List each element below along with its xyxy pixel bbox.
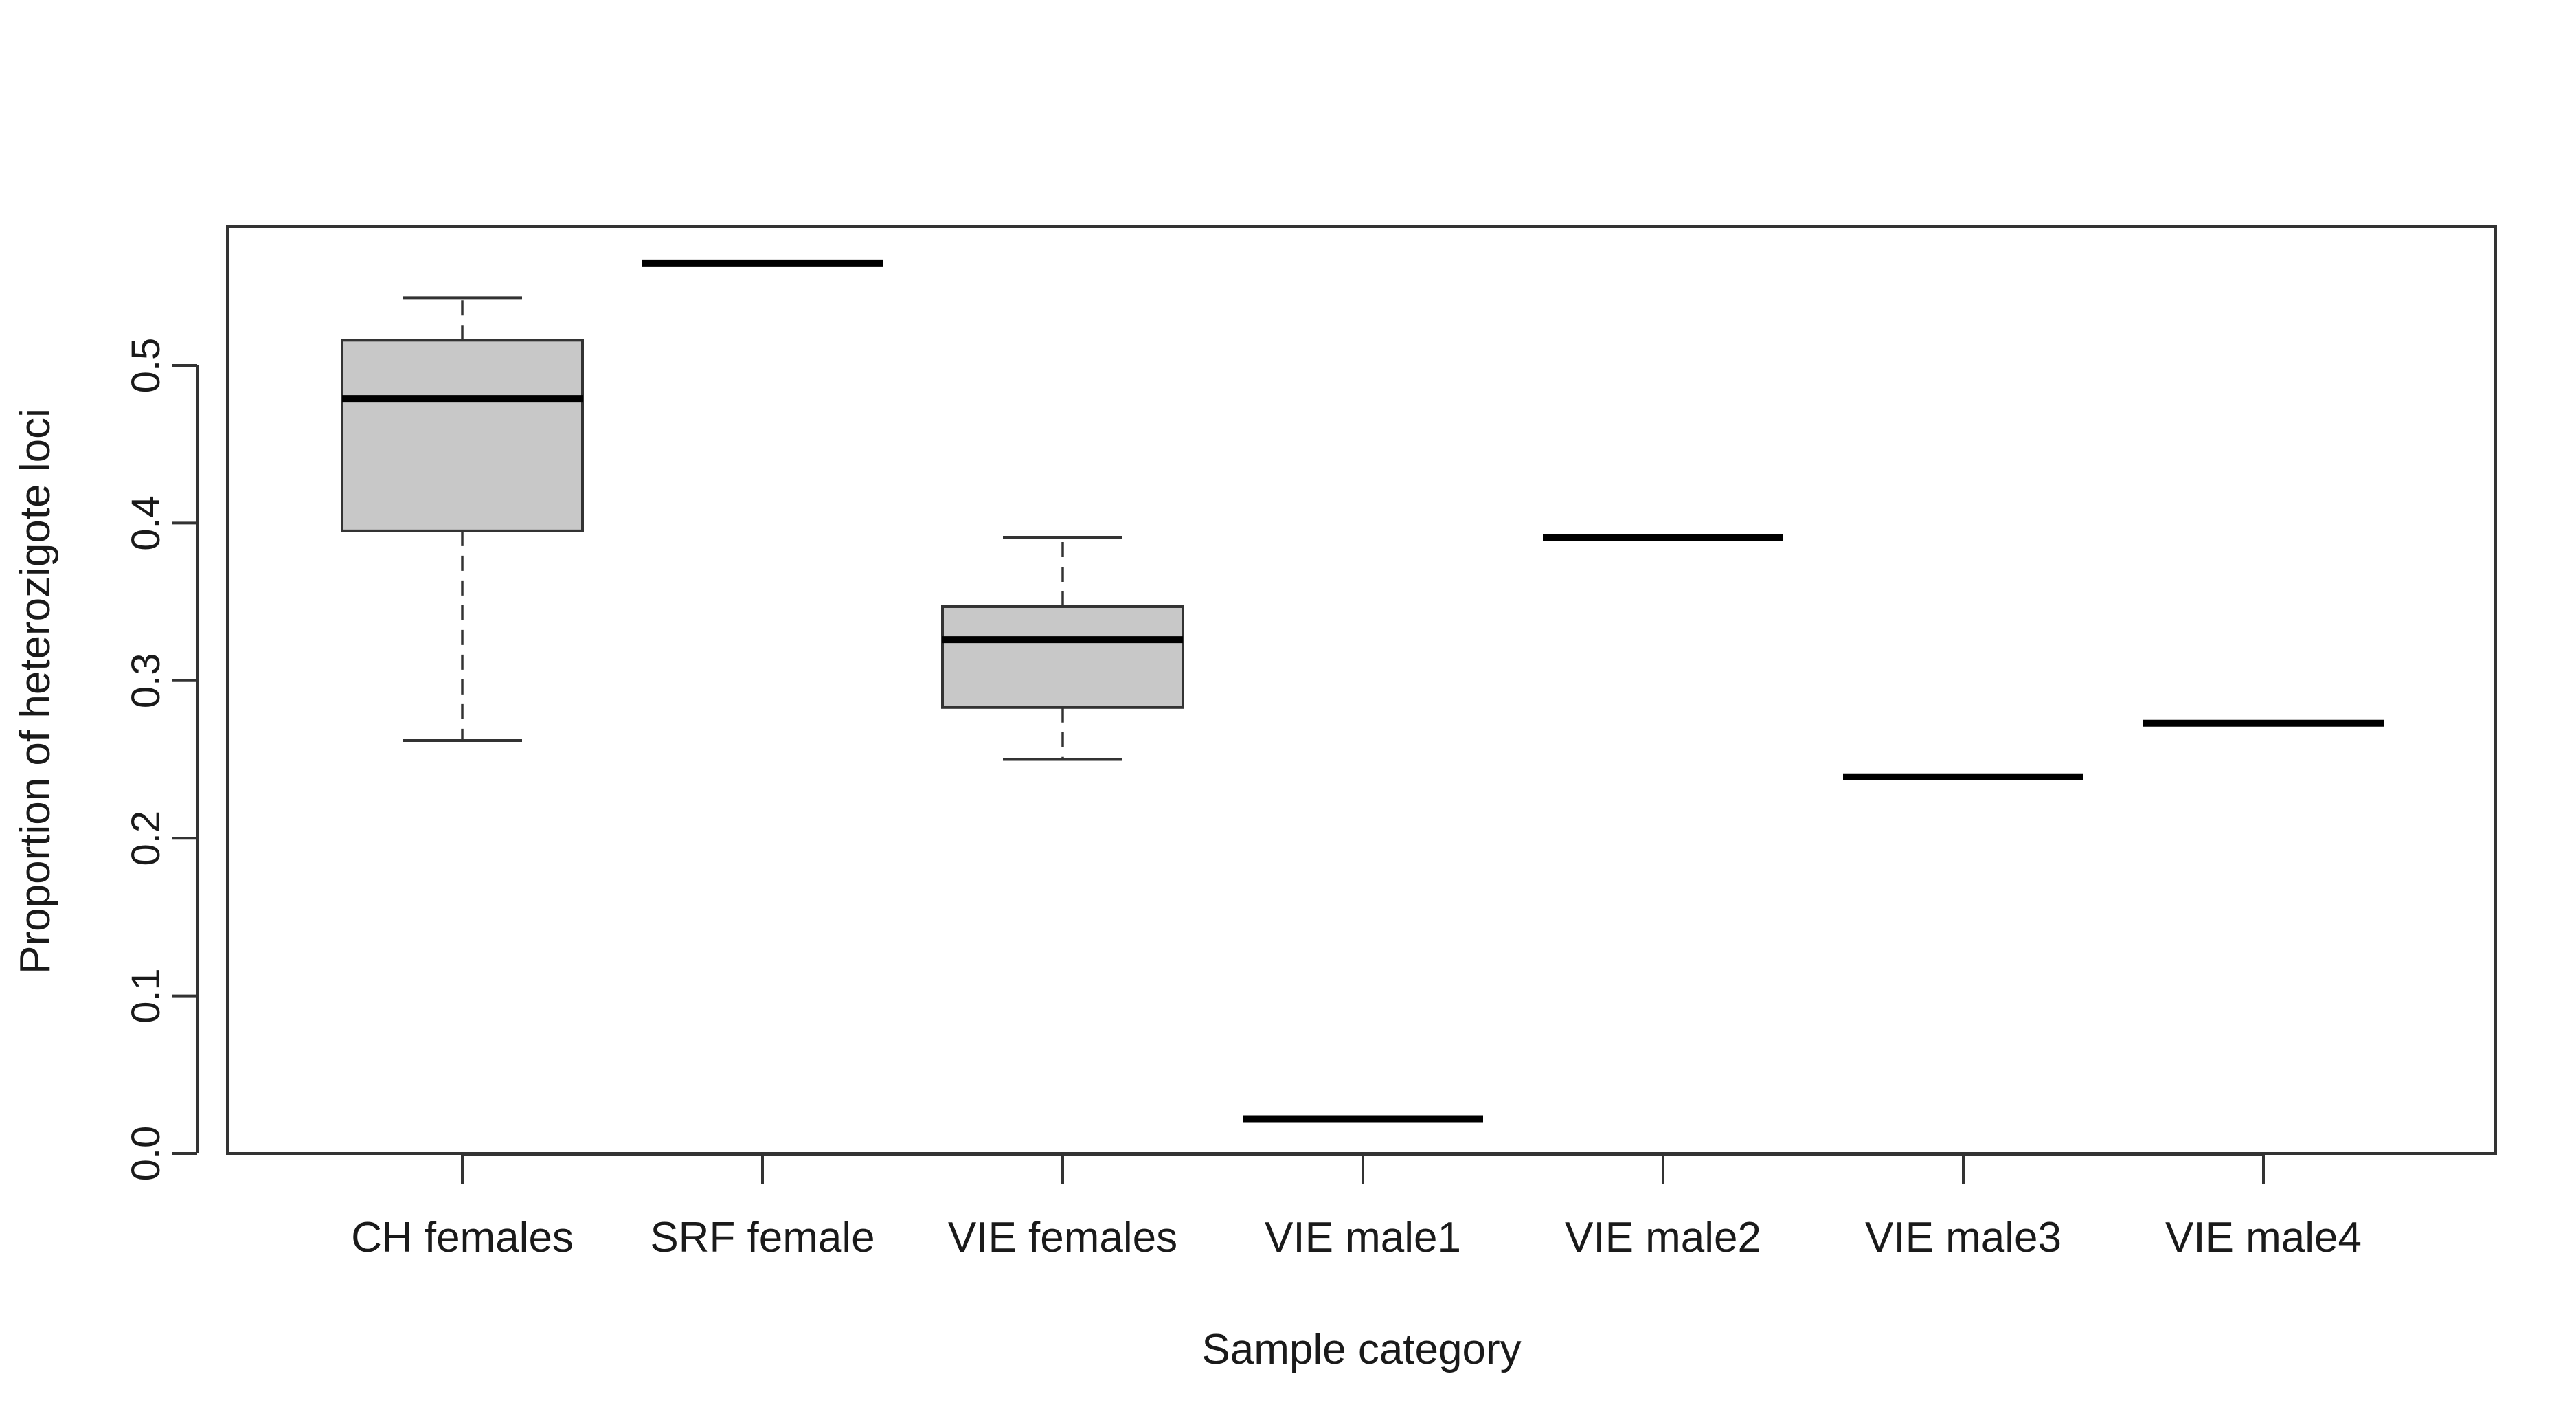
y-tick-label: 0.0 (124, 1126, 168, 1182)
box-plot (341, 296, 584, 742)
y-tick-label: 0.4 (124, 495, 168, 551)
x-tick-label: VIE male1 (1265, 1214, 1461, 1261)
y-tick-label: 0.2 (124, 811, 168, 866)
x-tick-label: CH females (351, 1214, 574, 1261)
iqr-box (941, 605, 1184, 709)
y-axis-label: Proportion of heterozigote loci (12, 408, 59, 974)
x-axis-label: Sample category (1201, 1326, 1521, 1373)
y-tick-label: 0.3 (124, 653, 168, 708)
x-tick-label: VIE male2 (1565, 1214, 1761, 1261)
x-tick-label: VIE male4 (2165, 1214, 2362, 1261)
x-tick-label: VIE male3 (1865, 1214, 2061, 1261)
box-series (341, 259, 2384, 1123)
x-axis: CH females SRF female VIE females VIE male1… (351, 1153, 2362, 1261)
iqr-box (341, 339, 584, 532)
x-tick-label: SRF female (650, 1214, 874, 1261)
y-tick-label: 0.5 (124, 338, 168, 394)
y-axis: 0.0 0.1 0.2 0.3 0.4 0.5 (124, 338, 199, 1182)
y-tick-label: 0.1 (124, 968, 168, 1024)
box-plot (941, 536, 1184, 761)
x-tick-label: VIE females (948, 1214, 1177, 1261)
